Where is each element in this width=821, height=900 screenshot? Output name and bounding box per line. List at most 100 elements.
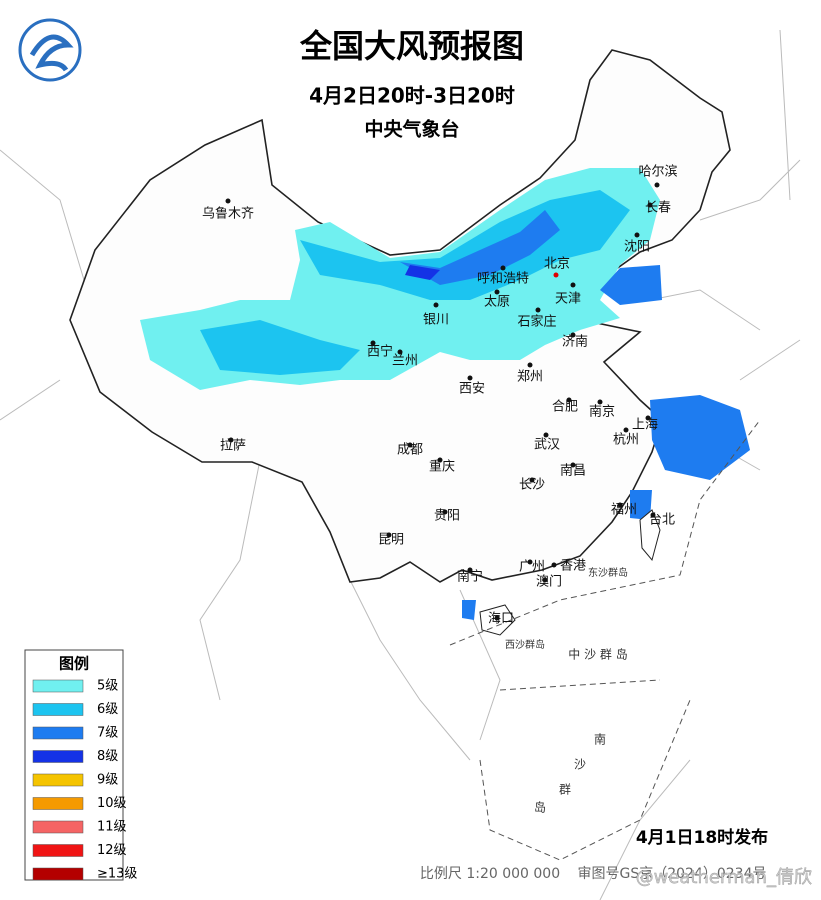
city-dot bbox=[623, 427, 629, 433]
legend-label: 8级 bbox=[97, 749, 118, 764]
city-label: 沈阳 bbox=[624, 240, 650, 255]
legend-label: ≥13级 bbox=[97, 867, 137, 882]
legend-swatch bbox=[32, 726, 84, 740]
city-dot bbox=[467, 567, 473, 573]
city-label: 香港 bbox=[560, 559, 586, 574]
issuer: 中央气象台 bbox=[364, 118, 459, 141]
city-dot bbox=[566, 397, 572, 403]
legend-swatch bbox=[32, 797, 84, 810]
wind-area-7 bbox=[400, 210, 750, 620]
legend-label: 10级 bbox=[97, 796, 127, 811]
city-label: 重庆 bbox=[429, 459, 455, 475]
city-label: 太原 bbox=[484, 295, 510, 310]
city-label: 广州 bbox=[519, 560, 545, 575]
city-dot bbox=[437, 457, 443, 463]
legend-swatch bbox=[32, 703, 84, 716]
city-label: 银川 bbox=[423, 313, 449, 328]
legend-label: 12级 bbox=[97, 843, 127, 858]
city-dot bbox=[634, 232, 640, 238]
legend-swatch bbox=[32, 773, 84, 787]
logo-mark bbox=[29, 34, 74, 72]
city-label: 成都 bbox=[397, 443, 423, 458]
city-dot bbox=[527, 362, 533, 368]
city-dot bbox=[650, 512, 656, 518]
city-label: 拉萨 bbox=[220, 439, 246, 454]
city-label: 西宁 bbox=[367, 344, 393, 360]
city-dot bbox=[228, 437, 234, 443]
legend-swatch bbox=[32, 820, 84, 834]
city-dot bbox=[397, 349, 403, 355]
issued-time: 4月1日18时发布 bbox=[636, 827, 768, 848]
city-label: 合肥 bbox=[552, 400, 578, 415]
legend-label: 6级 bbox=[97, 702, 118, 717]
city-dot bbox=[570, 332, 576, 338]
city-label: 天津 bbox=[555, 292, 581, 307]
city-label: 福州 bbox=[611, 503, 637, 518]
island-label: 南 bbox=[594, 732, 606, 747]
city-dot bbox=[553, 272, 559, 278]
city-label: 长春 bbox=[645, 201, 671, 216]
island-label: 沙 bbox=[574, 758, 586, 772]
city-dot bbox=[597, 399, 603, 405]
legend-swatch bbox=[32, 844, 84, 857]
city-dot bbox=[529, 477, 535, 483]
city-label: 济南 bbox=[562, 334, 588, 350]
scale: 比例尺 1:20 000 000 bbox=[420, 866, 560, 882]
review-number: 审图号GS京（2024）0234号 bbox=[578, 866, 767, 882]
city-label: 呼和浩特 bbox=[477, 272, 529, 287]
city-dot bbox=[467, 375, 473, 381]
legend-label: 7级 bbox=[97, 726, 118, 741]
city-dot bbox=[225, 198, 231, 204]
island-label: 西沙群岛 bbox=[505, 638, 545, 651]
island-label: 岛 bbox=[534, 800, 546, 815]
city-dot bbox=[551, 562, 557, 568]
city-dot bbox=[494, 615, 500, 621]
legend-label: 9级 bbox=[97, 773, 118, 788]
city-dot bbox=[570, 462, 576, 468]
city-label: 北京 bbox=[544, 257, 570, 272]
island-label: 中 沙 群 岛 bbox=[568, 647, 627, 662]
legend-label: 5级 bbox=[97, 679, 118, 694]
island-label: 东沙群岛 bbox=[588, 566, 628, 579]
city-label: 西安 bbox=[459, 382, 485, 397]
city-dot bbox=[647, 202, 653, 208]
legend-title: 图例 bbox=[59, 655, 89, 673]
city-label: 武汉 bbox=[534, 438, 560, 453]
city-label: 哈尔滨 bbox=[638, 164, 677, 180]
taiwan bbox=[639, 509, 661, 562]
city-dot bbox=[370, 340, 376, 346]
title: 全国大风预报图 bbox=[299, 27, 524, 65]
city-label: 南宁 bbox=[457, 569, 483, 585]
city-dot bbox=[617, 502, 623, 508]
legend-label: 11级 bbox=[97, 820, 127, 835]
legend-swatch bbox=[32, 679, 84, 693]
city-dot bbox=[542, 577, 548, 583]
city-label: 南昌 bbox=[560, 463, 586, 479]
city-dot bbox=[570, 282, 576, 288]
wind-areas bbox=[140, 168, 750, 620]
city-label: 乌鲁木齐 bbox=[202, 206, 254, 222]
city-label: 台北 bbox=[649, 513, 675, 528]
legend-swatch bbox=[32, 867, 84, 881]
city-label: 贵阳 bbox=[434, 509, 460, 524]
city-dot bbox=[494, 289, 500, 295]
city-dot bbox=[535, 307, 541, 313]
city-label: 澳门 bbox=[536, 574, 562, 590]
watermark: @weatherman_倩欣 bbox=[636, 867, 812, 888]
city-label: 郑州 bbox=[517, 370, 543, 385]
city-label: 长沙 bbox=[519, 478, 545, 493]
city-dot bbox=[645, 415, 651, 421]
city-dot bbox=[543, 432, 549, 438]
legend-swatch bbox=[32, 750, 84, 763]
city-label: 上海 bbox=[632, 418, 658, 433]
city-dot bbox=[407, 442, 413, 448]
maritime-lines bbox=[449, 419, 761, 861]
city-label: 昆明 bbox=[378, 533, 404, 548]
city-dot bbox=[654, 182, 660, 188]
city-dot bbox=[500, 265, 506, 271]
city-label: 海口 bbox=[488, 612, 514, 627]
period: 4月2日20时-3日20时 bbox=[309, 84, 515, 108]
city-label: 兰州 bbox=[392, 354, 418, 369]
wind-area-8 bbox=[405, 265, 440, 280]
